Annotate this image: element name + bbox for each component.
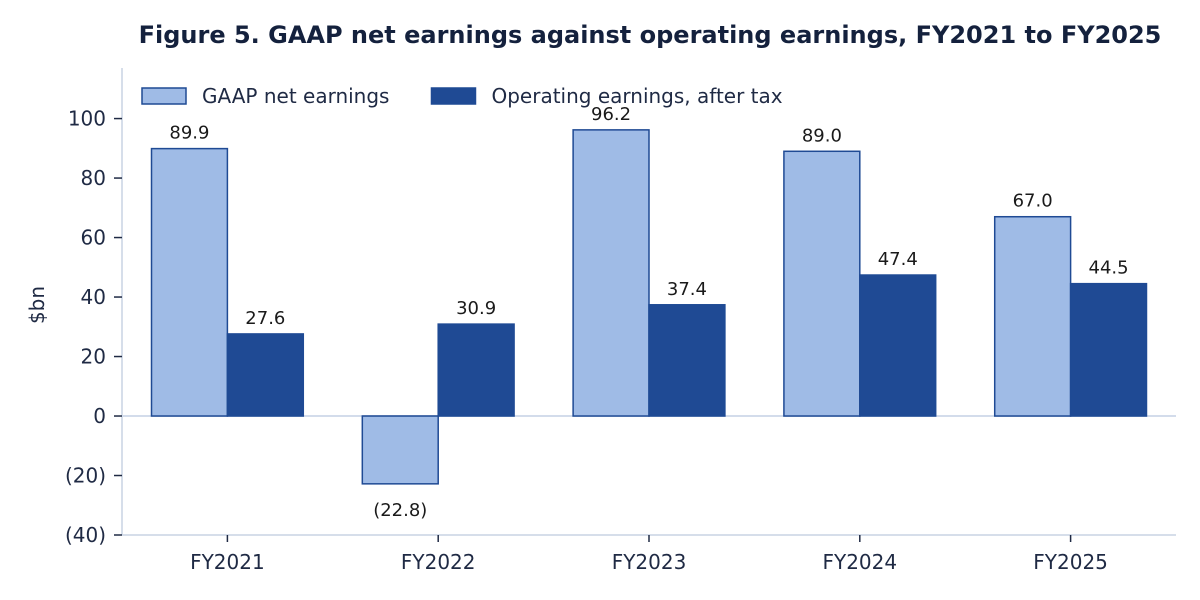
bar xyxy=(437,323,515,417)
bar xyxy=(150,147,229,417)
data-label: 67.0 xyxy=(1013,191,1053,212)
bar xyxy=(783,150,861,417)
data-label: 27.6 xyxy=(245,308,285,329)
legend-swatch xyxy=(141,87,187,105)
y-tick-label: 40 xyxy=(81,285,106,309)
bar xyxy=(1069,282,1148,417)
data-label: 44.5 xyxy=(1089,258,1129,279)
bar xyxy=(572,129,650,417)
x-tick-label: FY2022 xyxy=(401,550,476,574)
bar xyxy=(361,415,439,485)
bar xyxy=(993,215,1072,417)
legend-swatch xyxy=(430,87,477,105)
y-tick-label: 100 xyxy=(68,107,106,131)
x-tick-label: FY2021 xyxy=(190,550,265,574)
bars xyxy=(150,129,1148,485)
bar xyxy=(859,274,937,417)
legend: GAAP net earnings Operating earnings, aft… xyxy=(141,84,783,108)
data-label: 96.2 xyxy=(591,104,631,125)
data-label: 37.4 xyxy=(667,279,707,300)
y-tick-label: (40) xyxy=(65,523,106,547)
data-label: 89.0 xyxy=(802,125,842,146)
chart-title: Figure 5. GAAP net earnings against oper… xyxy=(139,21,1162,49)
y-tick-label: 80 xyxy=(81,166,106,190)
x-tick-label: FY2025 xyxy=(1033,550,1108,574)
y-tick-label: 20 xyxy=(81,345,106,369)
data-labels: 89.9 (22.8) 96.2 89.0 67.0 27.6 30.9 37.4 47.4 44… xyxy=(169,104,1128,521)
bar xyxy=(226,333,305,417)
axes: (40) (20) 0 20 40 60 80 100 FY2021 FY2022 FY2023 FY… xyxy=(65,68,1176,574)
legend-label: Operating earnings, after tax xyxy=(491,84,782,108)
data-label: 30.9 xyxy=(456,298,496,319)
y-tick-label: (20) xyxy=(65,464,106,488)
y-tick-label: 60 xyxy=(81,226,106,250)
data-label: (22.8) xyxy=(373,500,427,521)
data-label: 89.9 xyxy=(169,123,209,144)
x-tick-label: FY2024 xyxy=(822,550,897,574)
data-label: 47.4 xyxy=(878,249,918,270)
x-tick-label: FY2023 xyxy=(612,550,687,574)
legend-label: GAAP net earnings xyxy=(202,84,389,108)
bar xyxy=(648,304,726,417)
y-axis-label: $bn xyxy=(25,286,49,324)
y-tick-label: 0 xyxy=(93,404,106,428)
